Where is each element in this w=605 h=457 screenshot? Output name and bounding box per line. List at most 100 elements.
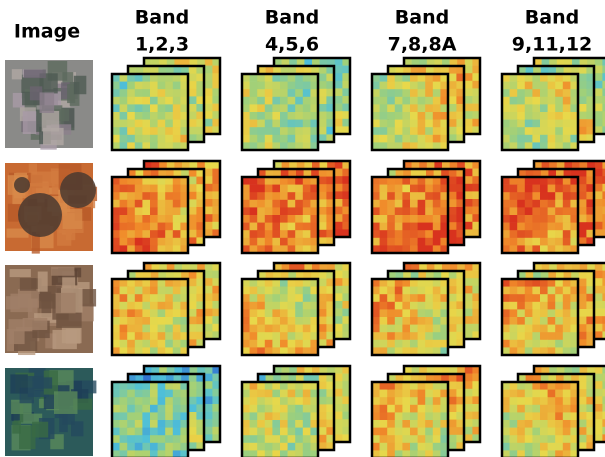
heatmap-cell bbox=[265, 230, 273, 238]
heatmap-cell bbox=[525, 340, 533, 348]
heatmap-cell bbox=[265, 185, 273, 193]
heatmap-cell bbox=[510, 135, 518, 143]
heatmap-cell bbox=[173, 135, 181, 143]
heatmap-cell bbox=[465, 396, 473, 404]
heatmap-cell bbox=[150, 207, 158, 215]
heatmap-cell bbox=[517, 302, 525, 310]
heatmap-cell bbox=[425, 302, 433, 310]
thumb-patch bbox=[42, 111, 59, 132]
heatmap-cell bbox=[595, 324, 603, 332]
heatmap-cell bbox=[142, 302, 150, 310]
thumb-patch bbox=[32, 422, 48, 438]
heatmap-cell bbox=[288, 340, 296, 348]
heatmap-cell bbox=[319, 412, 327, 420]
heatmap-cell bbox=[410, 215, 418, 223]
heatmap-cell bbox=[158, 420, 166, 428]
heatmap-cell bbox=[120, 200, 128, 208]
heatmap-cell bbox=[517, 104, 525, 112]
heatmap-cell bbox=[595, 271, 603, 279]
heatmap-cell bbox=[295, 192, 303, 200]
heatmap-cell bbox=[142, 309, 150, 317]
heatmap-cell bbox=[158, 120, 166, 128]
heatmap-cell bbox=[387, 89, 395, 97]
heatmap-cell bbox=[303, 135, 311, 143]
heatmap-cell bbox=[265, 120, 273, 128]
heatmap-cell bbox=[380, 287, 388, 295]
heatmap-cell bbox=[395, 435, 403, 443]
heatmap-cell bbox=[173, 340, 181, 348]
heatmap-cell bbox=[380, 230, 388, 238]
heatmap-cell bbox=[425, 287, 433, 295]
heatmap-cell bbox=[595, 207, 603, 215]
heatmap-cell bbox=[150, 435, 158, 443]
heatmap-cell bbox=[272, 443, 280, 451]
heatmap-cell bbox=[555, 340, 563, 348]
heatmap-cell bbox=[402, 325, 410, 333]
heatmap-cell bbox=[548, 317, 556, 325]
heatmap-cell bbox=[127, 450, 135, 457]
heatmap-cell bbox=[410, 97, 418, 105]
heatmap-cell bbox=[150, 287, 158, 295]
heatmap-cell bbox=[189, 81, 197, 89]
heatmap-tile bbox=[502, 74, 578, 150]
heatmap-cell bbox=[380, 428, 388, 436]
heatmap-cell bbox=[465, 81, 473, 89]
heatmap-cell bbox=[387, 340, 395, 348]
thumb-patch bbox=[24, 70, 46, 79]
heatmap-cell bbox=[173, 238, 181, 246]
heatmap-cell bbox=[517, 97, 525, 105]
heatmap-cell bbox=[395, 230, 403, 238]
heatmap-cell bbox=[465, 66, 473, 74]
heatmap-cell bbox=[387, 390, 395, 398]
heatmap-cell bbox=[288, 397, 296, 405]
heatmap-cell bbox=[579, 207, 587, 215]
heatmap-cell bbox=[525, 397, 533, 405]
heatmap-cell bbox=[425, 120, 433, 128]
heatmap-cell bbox=[135, 207, 143, 215]
heatmap-cell bbox=[595, 191, 603, 199]
heatmap-cell bbox=[387, 302, 395, 310]
heatmap-cell bbox=[158, 390, 166, 398]
heatmap-cell bbox=[465, 286, 473, 294]
heatmap-cell bbox=[418, 135, 426, 143]
heatmap-cell bbox=[579, 309, 587, 317]
heatmap-cell bbox=[510, 397, 518, 405]
heatmap-cell bbox=[173, 287, 181, 295]
heatmap-cell bbox=[510, 89, 518, 97]
heatmap-cell bbox=[135, 192, 143, 200]
heatmap-cell bbox=[380, 82, 388, 90]
heatmap-cell bbox=[173, 294, 181, 302]
heatmap-cell bbox=[525, 294, 533, 302]
heatmap-cell bbox=[257, 287, 265, 295]
heatmap-cell bbox=[563, 230, 571, 238]
heatmap-cell bbox=[335, 324, 343, 332]
heatmap-cell bbox=[335, 396, 343, 404]
heatmap-cell bbox=[402, 127, 410, 135]
band-list: 9,11,12 bbox=[512, 34, 593, 56]
heatmap-cell bbox=[395, 390, 403, 398]
heatmap-cell bbox=[335, 293, 343, 301]
heatmap-cell bbox=[517, 340, 525, 348]
heatmap-cell bbox=[425, 317, 433, 325]
heatmap-cell bbox=[425, 230, 433, 238]
heatmap-cell bbox=[158, 207, 166, 215]
heatmap-cell bbox=[127, 207, 135, 215]
heatmap-cell bbox=[540, 89, 548, 97]
heatmap-cell bbox=[548, 390, 556, 398]
heatmap-cell bbox=[257, 332, 265, 340]
heatmap-cell bbox=[280, 420, 288, 428]
heatmap-cell bbox=[189, 279, 197, 287]
heatmap-cell bbox=[120, 450, 128, 457]
heatmap-cell bbox=[410, 185, 418, 193]
heatmap-cell bbox=[517, 135, 525, 143]
heatmap-cell bbox=[555, 207, 563, 215]
heatmap-cell bbox=[135, 112, 143, 120]
heatmap-cell bbox=[127, 294, 135, 302]
heatmap-cell bbox=[205, 222, 213, 230]
heatmap-cell bbox=[425, 340, 433, 348]
heatmap-cell bbox=[563, 238, 571, 246]
heatmap-cell bbox=[525, 82, 533, 90]
heatmap-cell bbox=[303, 200, 311, 208]
heatmap-cell bbox=[319, 435, 327, 443]
heatmap-cell bbox=[525, 390, 533, 398]
